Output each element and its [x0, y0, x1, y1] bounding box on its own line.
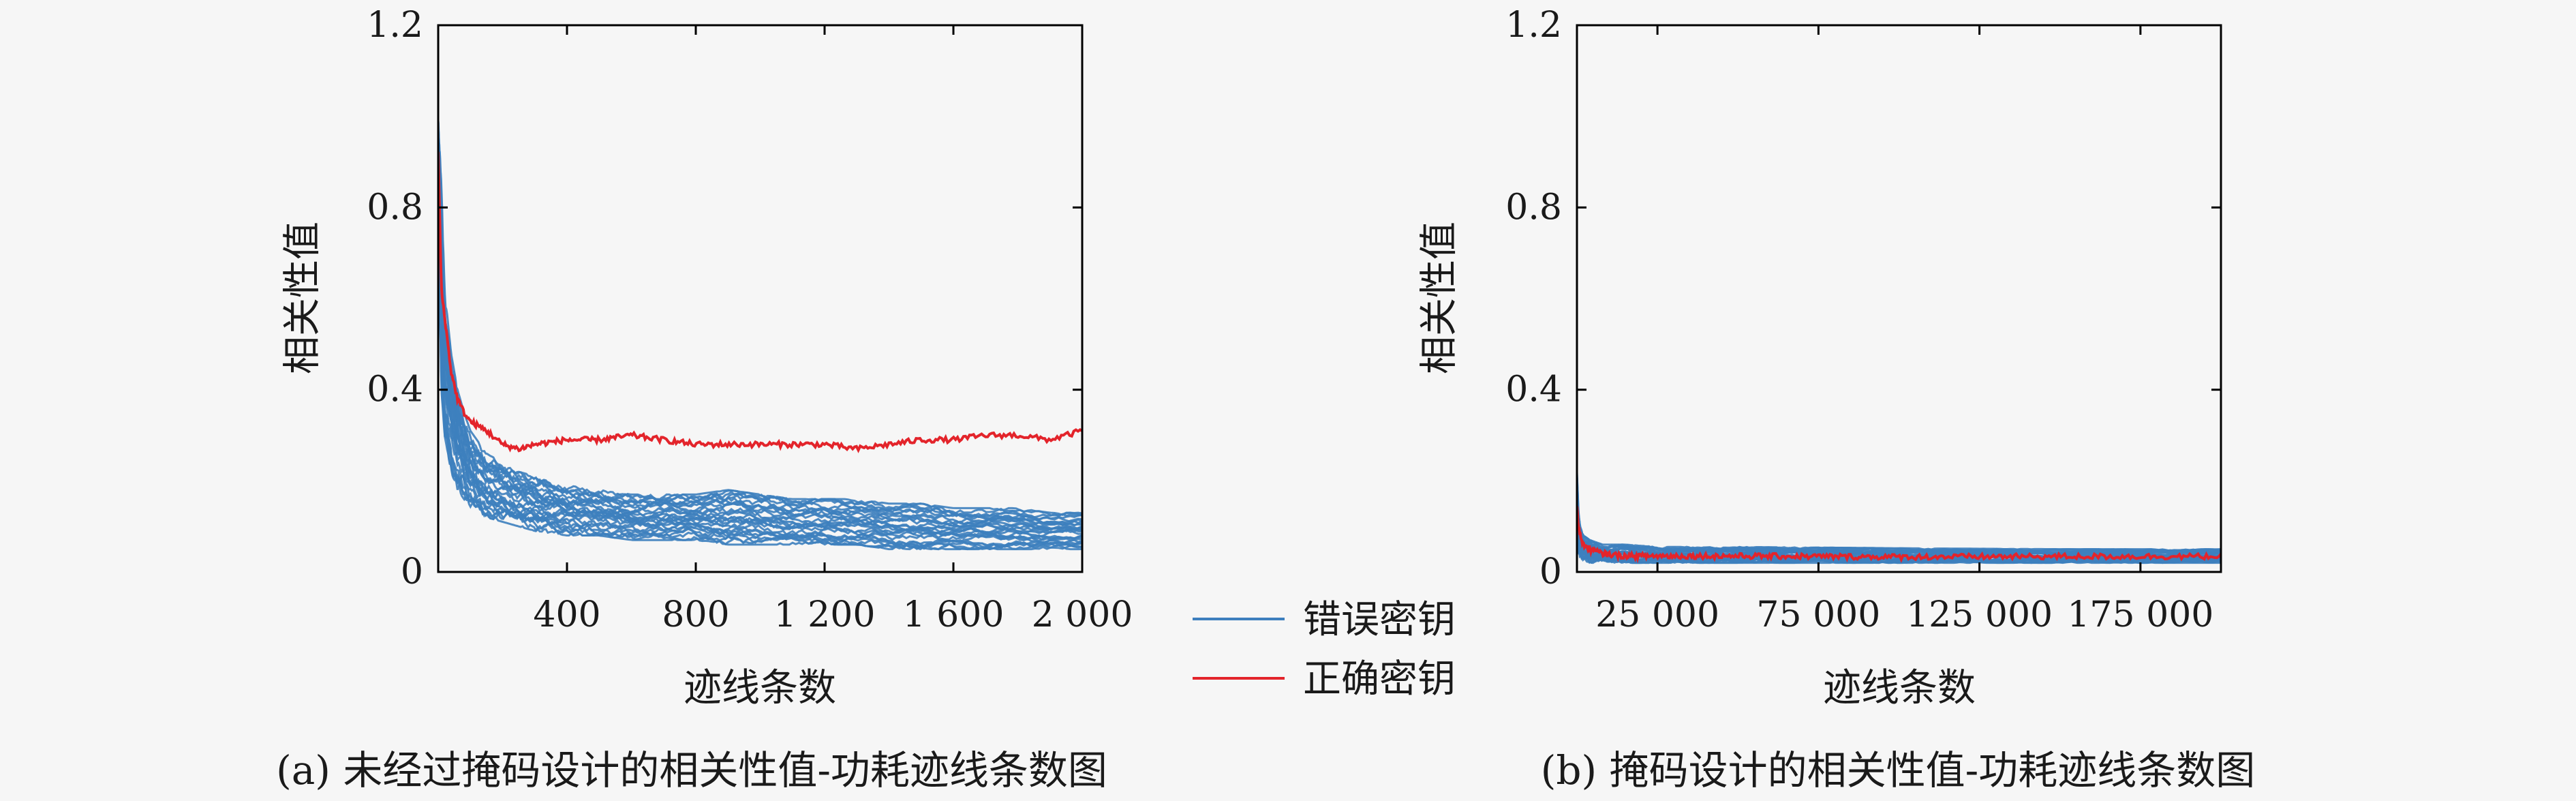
legend-label: 正确密钥	[1303, 657, 1456, 701]
x-tick-label: 1 600	[903, 594, 1005, 635]
x-tick-label: 2 000	[1032, 594, 1133, 635]
correct-key-trace	[438, 151, 1082, 453]
plot-area	[438, 120, 1082, 551]
x-tick-label: 400	[533, 594, 600, 635]
legend-label: 错误密钥	[1303, 598, 1456, 642]
wrong-key-trace	[438, 146, 1082, 531]
wrong-key-trace	[438, 122, 1082, 517]
plot-frame	[1576, 24, 2222, 573]
y-tick-label: 0.4	[367, 369, 423, 410]
wrong-key-trace	[438, 142, 1082, 527]
y-axis-title: 相关性值	[1417, 222, 1462, 374]
legend-item-correct-key: 正确密钥	[1193, 657, 1456, 701]
x-tick-label: 800	[662, 594, 729, 635]
y-tick-label: 1.2	[1505, 5, 1562, 46]
y-tick-label: 0	[1539, 551, 1562, 592]
x-tick-label: 1 200	[774, 594, 876, 635]
y-axis-title-group: 相关性值	[1417, 222, 1462, 374]
chart-caption: (b) 掩码设计的相关性值-功耗迹线条数图	[1541, 747, 2255, 794]
x-tick-label: 175 000	[2067, 594, 2213, 635]
legend-item-wrong-key: 错误密钥	[1193, 598, 1456, 642]
y-axis-title-group: 相关性值	[281, 222, 325, 374]
y-axis-title: 相关性值	[281, 222, 325, 374]
legend: 错误密钥 正确密钥	[1193, 598, 1456, 701]
x-tick-label: 25 000	[1595, 594, 1719, 635]
x-tick-label: 75 000	[1756, 594, 1880, 635]
x-axis-title: 迹线条数	[684, 666, 836, 710]
chart-panel-a: 相关性值 迹线条数 (a) 未经过掩码设计的相关性值-功耗迹线条数图 0 0.4 0…	[276, 5, 1133, 794]
chart-panel-b: 相关性值 迹线条数 (b) 掩码设计的相关性值-功耗迹线条数图 0 0.4 0.8 1…	[1417, 5, 2256, 794]
y-tick-label: 0.8	[1505, 187, 1562, 228]
plot-frame	[437, 24, 1084, 573]
wrong-key-trace	[438, 190, 1082, 549]
plot-area	[1577, 472, 2221, 564]
y-tick-label: 0.4	[1505, 369, 1562, 410]
y-tick-label: 0.8	[367, 187, 423, 228]
wrong-key-trace	[438, 124, 1082, 517]
chart-caption: (a) 未经过掩码设计的相关性值-功耗迹线条数图	[276, 747, 1107, 794]
wrong-key-trace	[438, 194, 1082, 551]
correct-key-trace	[1577, 506, 2221, 564]
wrong-key-trace	[438, 160, 1082, 533]
y-tick-label: 1.2	[367, 5, 423, 46]
wrong-key-trace	[1577, 474, 2221, 554]
x-axis-title: 迹线条数	[1823, 666, 1976, 710]
x-tick-label: 125 000	[1906, 594, 2053, 635]
y-tick-label: 0	[401, 551, 423, 592]
wrong-key-trace	[438, 147, 1082, 532]
